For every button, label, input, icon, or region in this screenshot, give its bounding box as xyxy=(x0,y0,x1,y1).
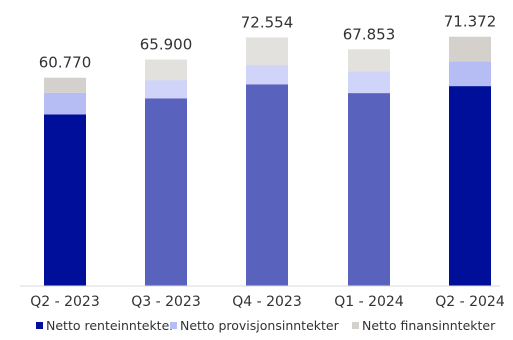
bar-hatch-overlay xyxy=(145,59,187,81)
legend-swatch xyxy=(352,322,359,329)
legend-swatch xyxy=(170,322,177,329)
total-label: 65.900 xyxy=(140,35,193,53)
legend-label: Netto finansinntekter xyxy=(362,318,496,333)
plot-area: 60.770 Q2 - 2023 65.900 Q3 - 2023 72.554 Q4 -… xyxy=(30,13,505,310)
bar-hatch-overlay xyxy=(348,93,390,287)
x-tick-label: Q2 - 2024 xyxy=(435,294,505,310)
bar-hatch-overlay xyxy=(246,65,288,85)
total-label: 67.853 xyxy=(343,25,396,43)
legend-label: Netto provisjonsinntekter xyxy=(180,318,340,333)
bar-hatch-overlay xyxy=(145,98,187,286)
total-label: 71.372 xyxy=(444,13,497,31)
total-label: 72.554 xyxy=(241,13,294,31)
x-tick-label: Q3 - 2023 xyxy=(131,294,201,310)
x-tick-label: Q1 - 2024 xyxy=(334,294,404,310)
bar-hatch-overlay xyxy=(145,80,187,99)
bar-renteinntekter-5 xyxy=(449,86,491,286)
legend: Netto renteinntekter Netto provisjonsinnt… xyxy=(36,318,496,333)
bar-hatch-overlay xyxy=(246,84,288,287)
legend-label: Netto renteinntekter xyxy=(46,318,175,333)
bar-hatch-overlay xyxy=(348,71,390,94)
total-label: 60.770 xyxy=(39,54,92,72)
bar-finansinntekter-5 xyxy=(449,36,491,62)
x-tick-label: Q2 - 2023 xyxy=(30,294,100,310)
bar-hatch-overlay xyxy=(348,49,390,72)
bar-hatch-overlay xyxy=(246,37,288,66)
x-tick-label: Q4 - 2023 xyxy=(232,294,302,310)
legend-swatch xyxy=(36,322,43,329)
bar-provisjonsinntekter-1 xyxy=(44,92,86,115)
bar-provisjonsinntekter-5 xyxy=(449,61,491,87)
bar-finansinntekter-1 xyxy=(44,77,86,93)
bar-renteinntekter-1 xyxy=(44,114,86,286)
